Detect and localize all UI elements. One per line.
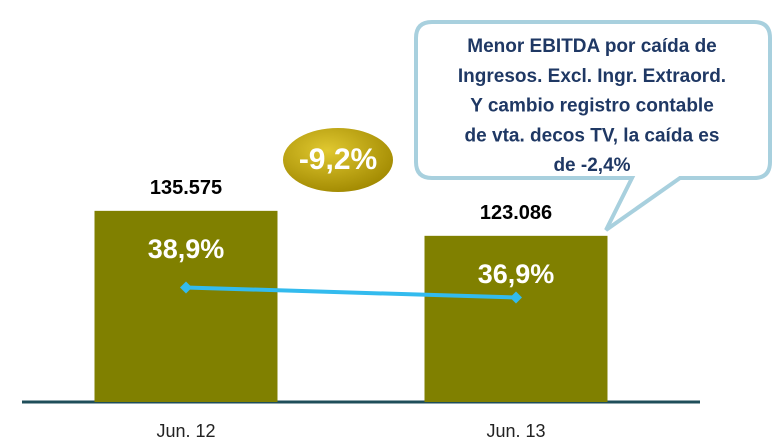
callout-box [414, 20, 772, 232]
bar-value-label: 123.086 [480, 202, 552, 224]
x-tick-label: Jun. 13 [486, 421, 545, 441]
bar-value-label: 135.575 [150, 177, 222, 199]
callout-text: Y cambio registro contable [470, 96, 714, 117]
change-label: -9,2% [299, 143, 377, 176]
change-badge [283, 128, 393, 192]
margin-label: 38,9% [148, 234, 225, 264]
margin-marker [180, 281, 192, 294]
callout-text: de -2,4% [553, 155, 630, 176]
x-tick-label: Jun. 12 [156, 421, 215, 441]
margin-marker [510, 291, 522, 304]
margin-line [185, 285, 517, 300]
callout-text: Menor EBITDA por caída de [467, 36, 717, 57]
margin-label: 36,9% [478, 259, 555, 289]
callout-text: Ingresos. Excl. Ingr. Extraord. [458, 66, 726, 87]
bar [94, 210, 278, 402]
callout-text: de vta. decos TV, la caída es [465, 125, 720, 146]
bar [424, 235, 608, 402]
